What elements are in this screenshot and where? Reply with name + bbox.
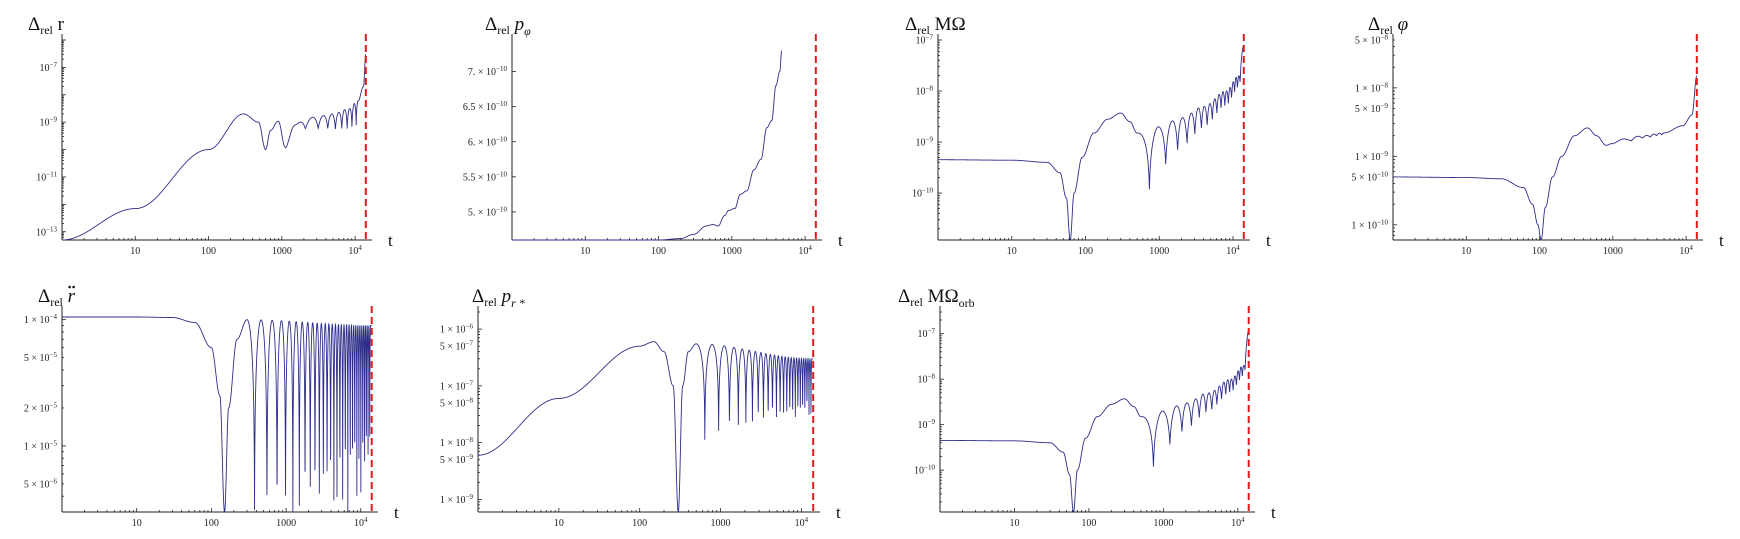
- y-tick-label: 5 × 10−10: [1351, 170, 1388, 183]
- chart-title: Δrel pr *: [472, 286, 525, 310]
- x-tick-label: 10: [132, 518, 142, 529]
- y-tick-label: 10−7: [918, 327, 936, 340]
- y-tick-label: 10−9: [916, 136, 934, 149]
- y-tick-label: 5 × 10−5: [24, 351, 58, 364]
- chart-title: Δrel MΩ: [905, 14, 966, 37]
- y-tick-label: 1 × 10−10: [1351, 218, 1388, 231]
- x-tick-label: 104: [348, 244, 362, 257]
- x-tick-label: 1000: [1149, 246, 1169, 257]
- x-tick-label: 1000: [711, 518, 731, 529]
- x-axis-label: t: [1271, 503, 1276, 522]
- chart-panel-6: 10 100 1000 104 t 1 × 10−9 5 × 10−9 1 × 10−8 5 ×…: [440, 286, 841, 529]
- x-tick-label: 100: [1532, 246, 1547, 257]
- data-series-curve: [478, 341, 814, 513]
- title-accent-dot: [72, 285, 75, 289]
- x-tick-label: 10: [1461, 246, 1471, 257]
- y-tick-label: 5.5 × 10−10: [463, 170, 508, 183]
- y-tick-label: 10−7: [916, 34, 934, 47]
- y-tick-label: 6.5 × 10−10: [463, 100, 508, 113]
- x-axis-label: t: [836, 503, 841, 522]
- x-tick-label: 1000: [1153, 518, 1173, 529]
- y-tick-label: 7. × 10−10: [468, 65, 508, 78]
- x-tick-label: 100: [1081, 518, 1096, 529]
- x-axis-label: t: [838, 231, 843, 250]
- y-tick-label: 5 × 10−9: [1355, 102, 1389, 115]
- y-tick-label: 5 × 10−9: [440, 453, 474, 466]
- y-tick-label: 5 × 10−6: [24, 477, 58, 490]
- title-accent-dot: [68, 285, 71, 289]
- chart-title: Δrel MΩorb: [898, 286, 975, 310]
- chart-panel-2: 10 100 1000 104 t 5. × 10−10 5.5 × 10−10 6. × 1…: [463, 14, 843, 257]
- x-tick-label: 10: [554, 518, 564, 529]
- x-tick-label: 100: [1078, 246, 1093, 257]
- y-tick-label: 10−10: [914, 464, 935, 477]
- y-tick-label: 1 × 10−9: [440, 493, 474, 506]
- x-tick-label: 104: [1226, 244, 1240, 257]
- data-series-curve: [512, 50, 783, 241]
- chart-panel-5: 10 100 1000 104 t 5 × 10−6 1 × 10−5 2 × 10−5 5 ×…: [24, 285, 399, 529]
- y-tick-label: 1 × 10−4: [24, 313, 58, 326]
- x-axis-label: t: [388, 231, 393, 250]
- chart-title: Δrel r: [28, 14, 65, 37]
- y-tick-label: 6. × 10−10: [468, 135, 508, 148]
- x-axis-label: t: [1266, 231, 1271, 250]
- x-tick-label: 104: [1231, 516, 1245, 529]
- x-tick-label: 104: [1679, 244, 1693, 257]
- y-tick-label: 1 × 10−7: [440, 379, 474, 392]
- y-tick-label: 10−8: [916, 85, 934, 98]
- x-tick-label: 1000: [722, 246, 742, 257]
- x-tick-label: 1000: [1603, 246, 1623, 257]
- data-series-curve: [940, 329, 1249, 513]
- y-tick-label: 10−10: [912, 187, 933, 200]
- x-axis-label: t: [1719, 231, 1724, 250]
- x-tick-label: 1000: [272, 246, 292, 257]
- chart-title: Δrel pφ: [485, 14, 531, 38]
- x-tick-label: 100: [201, 246, 216, 257]
- x-tick-label: 10: [1009, 518, 1019, 529]
- y-tick-label: 1 × 10−8: [440, 436, 474, 449]
- y-tick-label: 5 × 10−8: [440, 396, 474, 409]
- y-tick-label: 10−9: [918, 418, 936, 431]
- data-series-curve: [62, 316, 372, 513]
- x-tick-label: 104: [354, 516, 368, 529]
- x-tick-label: 1000: [276, 518, 296, 529]
- x-tick-label: 104: [795, 516, 809, 529]
- x-tick-label: 100: [204, 518, 219, 529]
- x-axis-label: t: [394, 503, 399, 522]
- y-tick-label: 5 × 10−8: [1355, 34, 1389, 47]
- x-tick-label: 104: [798, 244, 812, 257]
- x-tick-label: 100: [632, 518, 647, 529]
- chart-title: Δrel r: [38, 286, 76, 309]
- y-tick-label: 5. × 10−10: [468, 205, 508, 218]
- y-tick-label: 1 × 10−8: [1355, 81, 1389, 94]
- y-tick-label: 1 × 10−5: [24, 439, 58, 452]
- chart-title: Δrel φ: [1368, 14, 1408, 37]
- data-series-curve: [938, 44, 1245, 241]
- x-tick-label: 10: [130, 246, 140, 257]
- y-tick-label: 5 × 10−7: [440, 340, 474, 353]
- x-tick-label: 100: [651, 246, 666, 257]
- y-tick-label: 1 × 10−6: [440, 323, 474, 336]
- data-series-curve: [1393, 75, 1698, 241]
- y-tick-label: 10−8: [918, 373, 936, 386]
- y-tick-label: 10−9: [40, 116, 58, 129]
- x-tick-label: 10: [580, 246, 590, 257]
- data-series-curve: [62, 54, 367, 241]
- chart-panel-1: 10 100 1000 104 t 10−13 10−11 10−9 10−7 Δrel r: [28, 14, 393, 257]
- y-tick-label: 10−13: [36, 225, 57, 238]
- y-tick-label: 2 × 10−5: [24, 401, 58, 414]
- chart-panel-4: 10 100 1000 104 t 1 × 10−10 5 × 10−10 1 × 10−9 5…: [1351, 14, 1724, 257]
- y-tick-label: 10−11: [36, 170, 57, 183]
- x-tick-label: 10: [1007, 246, 1017, 257]
- y-tick-label: 10−7: [40, 61, 58, 74]
- y-tick-label: 1 × 10−9: [1355, 150, 1389, 163]
- chart-panel-7: 10 100 1000 104 t 10−10 10−9 10−8 10−7 Δrel MΩorb: [898, 286, 1276, 529]
